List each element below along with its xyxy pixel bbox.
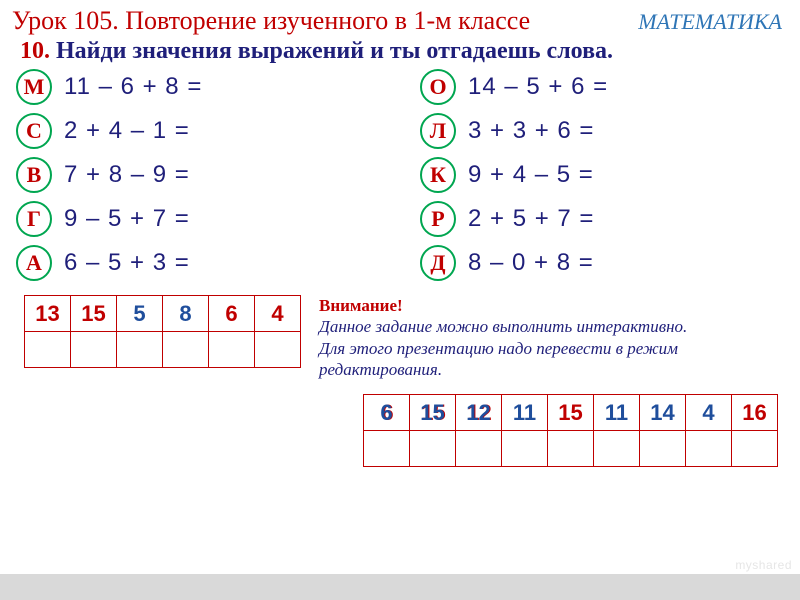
letter-badge: С	[16, 113, 52, 149]
task-number: 10.	[20, 38, 50, 64]
expression-row: С 2 + 4 – 1 =	[16, 113, 380, 149]
answer-cell-empty	[594, 431, 640, 467]
expression-text: 9 – 5 + 7 =	[64, 205, 190, 233]
expression-text: 11 – 6 + 8 =	[64, 73, 202, 101]
answer-cell-empty	[410, 431, 456, 467]
answer-cell: 4	[686, 395, 732, 431]
expression-row: О 14 – 5 + 6 =	[420, 69, 784, 105]
expression-text: 8 – 0 + 8 =	[468, 249, 594, 277]
expression-text: 7 + 8 – 9 =	[64, 161, 190, 189]
answer-cell-empty	[686, 431, 732, 467]
bottom-row: 661515121211151114416	[0, 380, 800, 467]
expression-row: М 11 – 6 + 8 =	[16, 69, 380, 105]
expression-row: Г 9 – 5 + 7 =	[16, 201, 380, 237]
expression-text: 2 + 4 – 1 =	[64, 117, 190, 145]
expression-row: В 7 + 8 – 9 =	[16, 157, 380, 193]
answer-cell: 1515	[410, 395, 456, 431]
task-line: 10. Найди значения выражений и ты отгада…	[0, 36, 800, 69]
answer-table-2: 661515121211151114416	[363, 394, 778, 467]
watermark: myshared	[735, 558, 792, 572]
expression-text: 14 – 5 + 6 =	[468, 73, 608, 101]
letter-badge: В	[16, 157, 52, 193]
letter-badge: М	[16, 69, 52, 105]
answer-cell-empty	[456, 431, 502, 467]
letter-badge: К	[420, 157, 456, 193]
expression-text: 9 + 4 – 5 =	[468, 161, 594, 189]
answer-cell-empty	[117, 332, 163, 368]
answer-cell: 15	[71, 296, 117, 332]
answer-cell: 11	[594, 395, 640, 431]
expression-text: 3 + 3 + 6 =	[468, 117, 594, 145]
answer-cell-empty	[364, 431, 410, 467]
answer-cell: 8	[163, 296, 209, 332]
expression-row: К 9 + 4 – 5 =	[420, 157, 784, 193]
answer-table-1: 13155864	[24, 295, 301, 368]
letter-badge: Л	[420, 113, 456, 149]
footer-bar	[0, 574, 800, 600]
expression-row: А 6 – 5 + 3 =	[16, 245, 380, 281]
right-column: О 14 – 5 + 6 = Л 3 + 3 + 6 = К 9 + 4 – 5 = Р 2 …	[420, 69, 784, 289]
note-attention: Внимание!	[319, 296, 403, 315]
answer-cell: 4	[255, 296, 301, 332]
left-column: М 11 – 6 + 8 = С 2 + 4 – 1 = В 7 + 8 – 9 = Г 9 …	[16, 69, 380, 289]
expression-text: 6 – 5 + 3 =	[64, 249, 190, 277]
answer-cell: 11	[502, 395, 548, 431]
subject-label: МАТЕМАТИКА	[638, 9, 782, 35]
answer-cell-empty	[71, 332, 117, 368]
note-body: Данное задание можно выполнить интеракти…	[319, 317, 687, 379]
letter-badge: Г	[16, 201, 52, 237]
letter-badge: А	[16, 245, 52, 281]
task-text: Найди значения выражений и ты отгадаешь …	[56, 38, 613, 64]
lesson-title: Урок 105. Повторение изученного в 1-м кл…	[12, 6, 638, 36]
answer-cell-empty	[25, 332, 71, 368]
answer-cell-empty	[255, 332, 301, 368]
answer-cell: 1212	[456, 395, 502, 431]
letter-badge: О	[420, 69, 456, 105]
answer-cell: 14	[640, 395, 686, 431]
answer-cell-empty	[209, 332, 255, 368]
letter-badge: Д	[420, 245, 456, 281]
expression-row: Л 3 + 3 + 6 =	[420, 113, 784, 149]
answer-cell: 6	[209, 296, 255, 332]
expression-row: Д 8 – 0 + 8 =	[420, 245, 784, 281]
answer-cell: 5	[117, 296, 163, 332]
answer-cell: 15	[548, 395, 594, 431]
answer-cell-empty	[163, 332, 209, 368]
answer-cell: 66	[364, 395, 410, 431]
answer-cell: 13	[25, 296, 71, 332]
expressions: М 11 – 6 + 8 = С 2 + 4 – 1 = В 7 + 8 – 9 = Г 9 …	[0, 69, 800, 289]
answer-cell: 16	[732, 395, 778, 431]
letter-badge: Р	[420, 201, 456, 237]
header: Урок 105. Повторение изученного в 1-м кл…	[0, 0, 800, 36]
answer-cell-empty	[502, 431, 548, 467]
answer-cell-empty	[640, 431, 686, 467]
answer-cell-empty	[548, 431, 594, 467]
answer-cell-empty	[732, 431, 778, 467]
mid-row: 13155864 Внимание! Данное задание можно …	[0, 289, 800, 380]
expression-row: Р 2 + 5 + 7 =	[420, 201, 784, 237]
expression-text: 2 + 5 + 7 =	[468, 205, 594, 233]
note: Внимание! Данное задание можно выполнить…	[319, 295, 699, 380]
